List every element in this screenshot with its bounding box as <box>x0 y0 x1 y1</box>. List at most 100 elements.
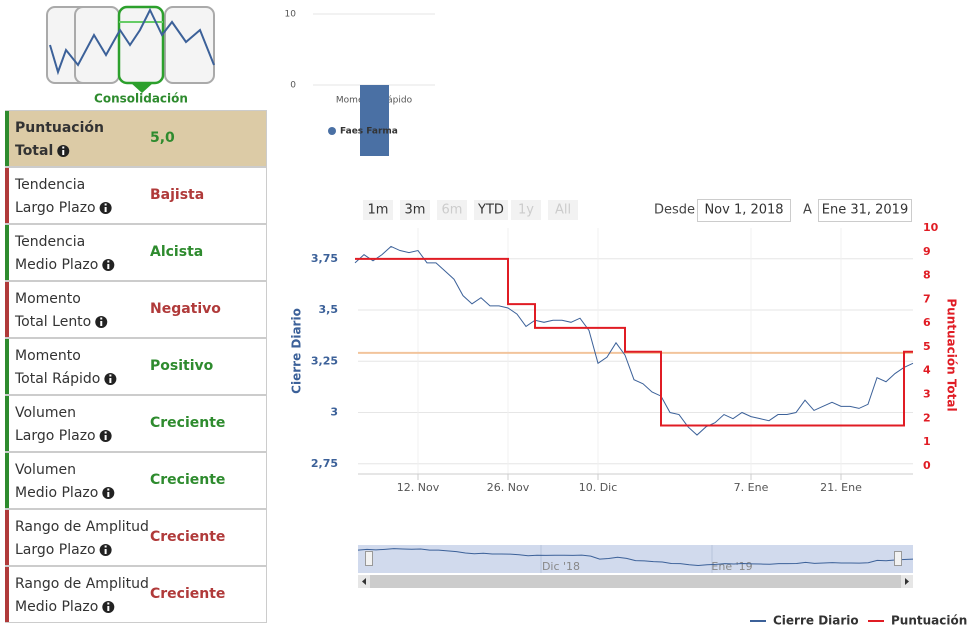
range-button-label: 3m <box>405 203 426 218</box>
to-input[interactable]: Ene 31, 2019 <box>818 199 912 222</box>
table-row <box>5 224 267 281</box>
y2-tick-label: 5 <box>923 340 931 353</box>
y2-tick-label: 9 <box>923 245 931 258</box>
row-value: 5,0 <box>150 130 175 146</box>
info-dot <box>62 146 65 149</box>
y2-tick-label: 6 <box>923 316 931 329</box>
row-value: Creciente <box>150 472 225 488</box>
row-value: Bajista <box>150 187 204 203</box>
to-value: Ene 31, 2019 <box>822 203 908 218</box>
y2-tick-label: 1 <box>923 435 931 448</box>
series-line <box>354 245 914 436</box>
range-button-label: 6m <box>442 203 463 218</box>
table-row <box>5 509 267 566</box>
row-label: Total Lento <box>14 314 91 330</box>
y-tick-label: 2,75 <box>311 457 338 470</box>
scrollbar-arrow <box>362 578 366 585</box>
info-dot <box>107 488 110 491</box>
range-button[interactable]: YTD <box>474 200 508 220</box>
table-row <box>5 395 267 452</box>
info-icon[interactable] <box>99 430 112 442</box>
legend-item[interactable]: Cierre Diario <box>750 614 859 628</box>
row-indicator <box>5 225 9 280</box>
pattern-icon <box>46 5 215 93</box>
scrollbar-thumb[interactable] <box>370 575 901 588</box>
y2-tick-label: 7 <box>923 292 931 305</box>
info-dot <box>109 374 112 377</box>
y-tick-label: 3,25 <box>311 354 338 367</box>
row-indicator <box>5 453 9 508</box>
table-row <box>5 566 267 623</box>
navigator-handle[interactable] <box>894 551 902 566</box>
y2-tick-label: 8 <box>923 269 931 282</box>
row-label: Momento <box>15 348 81 364</box>
y2-tick-label: 0 <box>923 459 931 472</box>
range-button-label: YTD <box>477 203 504 218</box>
x-tick-label: 21. Ene <box>820 481 862 494</box>
y2-axis-title: Puntuación Total <box>945 298 959 411</box>
range-selector: 1m 3m 6m YTD 1y All Desde Nov 1, 2018 A Ene 31, 2… <box>363 199 912 222</box>
row-label: Tendencia <box>14 177 85 193</box>
info-dot <box>104 431 107 434</box>
row-indicator <box>5 396 9 451</box>
info-icon[interactable] <box>104 373 117 385</box>
info-glyph <box>104 207 107 212</box>
input-box <box>818 199 912 222</box>
range-button[interactable]: 1m <box>363 200 393 220</box>
range-button: 1y <box>511 200 541 220</box>
row-value: Creciente <box>150 586 225 602</box>
indicator-table: Puntuación Total 5,0 Tendencia Largo Plazo Ba… <box>5 110 267 623</box>
range-button[interactable]: 3m <box>400 200 430 220</box>
range-button: 6m <box>437 200 467 220</box>
y2-tick-label: 2 <box>923 411 931 424</box>
info-glyph <box>109 378 112 383</box>
row-indicator <box>5 510 9 565</box>
pattern-label: Consolidación <box>94 92 188 106</box>
row-label: Medio Plazo <box>15 599 98 615</box>
range-button-label: 1m <box>368 203 389 218</box>
range-button-bg <box>474 200 508 220</box>
row-label: Largo Plazo <box>15 428 96 444</box>
info-dot <box>104 545 107 548</box>
range-button-label: All <box>555 203 571 218</box>
table-row <box>5 452 267 509</box>
y-tick-label: 10 <box>285 10 297 20</box>
legend-item[interactable]: Puntuación <box>868 614 967 628</box>
row-value: Positivo <box>150 358 214 374</box>
legend-marker <box>328 127 336 135</box>
navigator-handle[interactable] <box>365 551 373 566</box>
info-icon[interactable] <box>102 259 115 271</box>
x-tick-label: 12. Nov <box>397 481 440 494</box>
info-glyph <box>107 264 110 269</box>
range-button: All <box>548 200 578 220</box>
series-line <box>355 257 913 427</box>
navigator-label: Ene '19 <box>711 560 752 573</box>
row-label: Medio Plazo <box>15 485 98 501</box>
info-icon[interactable] <box>95 316 108 328</box>
from-input[interactable]: Nov 1, 2018 <box>697 199 791 222</box>
info-icon[interactable] <box>57 145 70 157</box>
row-label: Volumen <box>15 462 76 478</box>
range-button-bg <box>363 200 393 220</box>
info-icon[interactable] <box>102 487 115 499</box>
row-label: Volumen <box>15 405 76 421</box>
range-button-bg <box>437 200 467 220</box>
to-label: A <box>803 203 812 218</box>
row-label: Puntuación <box>15 120 104 136</box>
row-label: Total <box>15 143 53 159</box>
info-icon[interactable] <box>99 544 112 556</box>
y-axis-title: Cierre Diario <box>290 308 304 394</box>
info-glyph <box>62 150 65 155</box>
row-label: Largo Plazo <box>15 542 96 558</box>
y2-tick-label: 10 <box>923 221 939 234</box>
info-icon[interactable] <box>99 202 112 214</box>
row-value: Negativo <box>150 301 221 317</box>
row-value: Creciente <box>150 529 225 545</box>
row-label: Medio Plazo <box>15 257 98 273</box>
x-tick-label: 10. Dic <box>579 481 618 494</box>
x-tick-label: 26. Nov <box>487 481 530 494</box>
navigator-bg <box>358 545 913 573</box>
info-icon[interactable] <box>102 601 115 613</box>
